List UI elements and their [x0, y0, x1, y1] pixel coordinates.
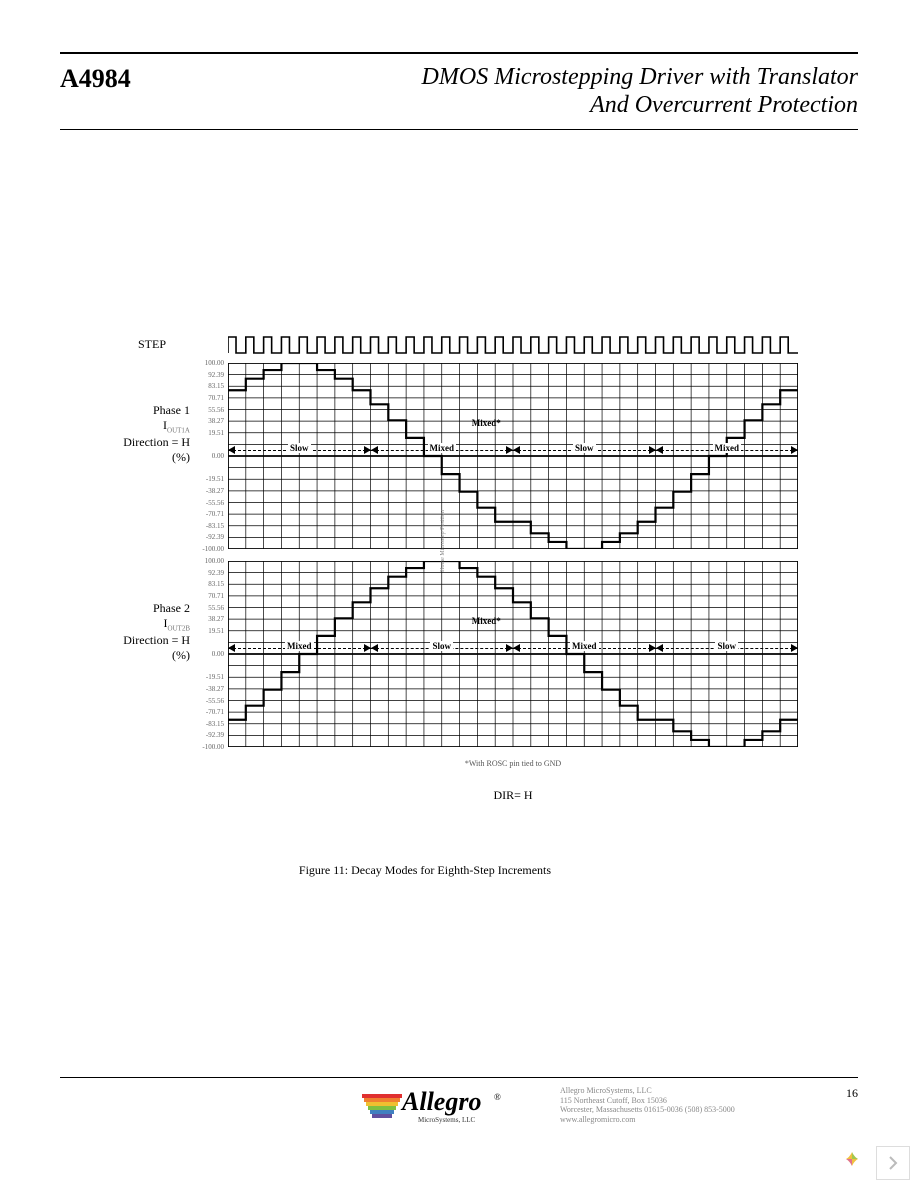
phase2-yticks: 100.0092.3983.1570.7155.5638.2719.510.00…: [190, 561, 226, 747]
phase2-mixed-note: Mixed*: [472, 616, 501, 626]
phase2-label-3: Direction = H: [80, 633, 190, 648]
footer-addr2: Worcester, Massachusetts 01615-0036 (508…: [560, 1105, 846, 1115]
svg-text:MicroSystems, LLC: MicroSystems, LLC: [418, 1116, 475, 1124]
next-page-button[interactable]: [876, 1146, 910, 1180]
phase1-labels: Phase 1 IOUT1A Direction = H (%): [80, 403, 190, 465]
phase2-chart: Phase 2 IOUT2B Direction = H (%) 100.009…: [80, 561, 860, 747]
page-number: 16: [846, 1086, 858, 1101]
phase2-label-2: IOUT2B: [80, 616, 190, 633]
phase1-label-4: (%): [80, 450, 190, 465]
phase1-label-2: IOUT1A: [80, 418, 190, 435]
figure-caption: Figure 11: Decay Modes for Eighth-Step I…: [140, 863, 710, 878]
page-footer: Allegro ® MicroSystems, LLC Allegro Micr…: [60, 1077, 858, 1133]
phase2-label-1: Phase 2: [80, 601, 190, 616]
footer-info: Allegro MicroSystems, LLC 115 Northeast …: [560, 1086, 846, 1124]
svg-text:®: ®: [494, 1092, 501, 1102]
svg-text:Allegro: Allegro: [400, 1087, 481, 1116]
phase2-labels: Phase 2 IOUT2B Direction = H (%): [80, 601, 190, 663]
title-line-1: DMOS Microstepping Driver with Translato…: [422, 64, 858, 92]
header-rule-top: [60, 52, 858, 54]
document-title: DMOS Microstepping Driver with Translato…: [422, 64, 858, 119]
footer-company: Allegro MicroSystems, LLC: [560, 1086, 846, 1096]
footnote: *With ROSC pin tied to GND: [228, 759, 798, 768]
phase1-label-3: Direction = H: [80, 435, 190, 450]
phase2-grid: [228, 561, 798, 747]
footer-url: www.allegromicro.com: [560, 1115, 846, 1125]
figure-11: STEP Phase 1 IOUT1A Direction = H (%) 10…: [80, 335, 860, 878]
chevron-right-icon: [888, 1156, 898, 1170]
step-row: STEP: [80, 335, 860, 359]
home-microstep-label: Home Microstep Position: [440, 510, 446, 572]
phase1-mixed-note: Mixed*: [472, 418, 501, 428]
phase1-grid: [228, 363, 798, 549]
favorite-icon[interactable]: [832, 1146, 872, 1180]
header-rule-bottom: [60, 129, 858, 130]
allegro-logo: Allegro ® MicroSystems, LLC: [360, 1086, 520, 1133]
phase2-label-4: (%): [80, 648, 190, 663]
phase1-label-1: Phase 1: [80, 403, 190, 418]
title-line-2: And Overcurrent Protection: [422, 92, 858, 120]
step-label: STEP: [138, 337, 166, 352]
phase1-yticks: 100.0092.3983.1570.7155.5638.2719.510.00…: [190, 363, 226, 549]
step-waveform: [228, 335, 798, 355]
phase1-chart: Phase 1 IOUT1A Direction = H (%) 100.009…: [80, 363, 860, 549]
header: A4984 DMOS Microstepping Driver with Tra…: [60, 58, 858, 129]
dir-label: DIR= H: [228, 788, 798, 803]
footer-addr1: 115 Northeast Cutoff, Box 15036: [560, 1096, 846, 1106]
part-number: A4984: [60, 64, 131, 94]
footer-rule: [60, 1077, 858, 1078]
